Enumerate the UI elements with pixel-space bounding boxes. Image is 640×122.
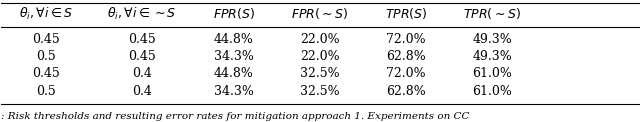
- Text: $FPR({\sim}S)$: $FPR({\sim}S)$: [291, 6, 349, 21]
- Text: 0.4: 0.4: [132, 67, 152, 81]
- Text: 62.8%: 62.8%: [386, 85, 426, 98]
- Text: 0.5: 0.5: [36, 85, 56, 98]
- Text: 0.45: 0.45: [32, 67, 60, 81]
- Text: 44.8%: 44.8%: [214, 67, 254, 81]
- Text: 34.3%: 34.3%: [214, 50, 254, 63]
- Text: $TPR({\sim}S)$: $TPR({\sim}S)$: [463, 6, 521, 21]
- Text: 0.4: 0.4: [132, 85, 152, 98]
- Text: 44.8%: 44.8%: [214, 33, 254, 46]
- Text: 49.3%: 49.3%: [472, 50, 512, 63]
- Text: 32.5%: 32.5%: [300, 67, 340, 81]
- Text: 0.45: 0.45: [32, 33, 60, 46]
- Text: 32.5%: 32.5%: [300, 85, 340, 98]
- Text: $\theta_i, \forall i \in S$: $\theta_i, \forall i \in S$: [19, 5, 73, 22]
- Text: $FPR(S)$: $FPR(S)$: [213, 6, 255, 21]
- Text: 0.45: 0.45: [128, 50, 156, 63]
- Text: 34.3%: 34.3%: [214, 85, 254, 98]
- Text: 0.45: 0.45: [128, 33, 156, 46]
- Text: 61.0%: 61.0%: [472, 85, 512, 98]
- Text: 0.5: 0.5: [36, 50, 56, 63]
- Text: 22.0%: 22.0%: [300, 50, 340, 63]
- Text: $TPR(S)$: $TPR(S)$: [385, 6, 428, 21]
- Text: 49.3%: 49.3%: [472, 33, 512, 46]
- Text: 22.0%: 22.0%: [300, 33, 340, 46]
- Text: 72.0%: 72.0%: [386, 67, 426, 81]
- Text: 72.0%: 72.0%: [386, 33, 426, 46]
- Text: 62.8%: 62.8%: [386, 50, 426, 63]
- Text: 61.0%: 61.0%: [472, 67, 512, 81]
- Text: : Risk thresholds and resulting error rates for mitigation approach 1. Experimen: : Risk thresholds and resulting error ra…: [1, 112, 470, 121]
- Text: $\theta_i, \forall i \in {\sim}S$: $\theta_i, \forall i \in {\sim}S$: [107, 5, 177, 22]
